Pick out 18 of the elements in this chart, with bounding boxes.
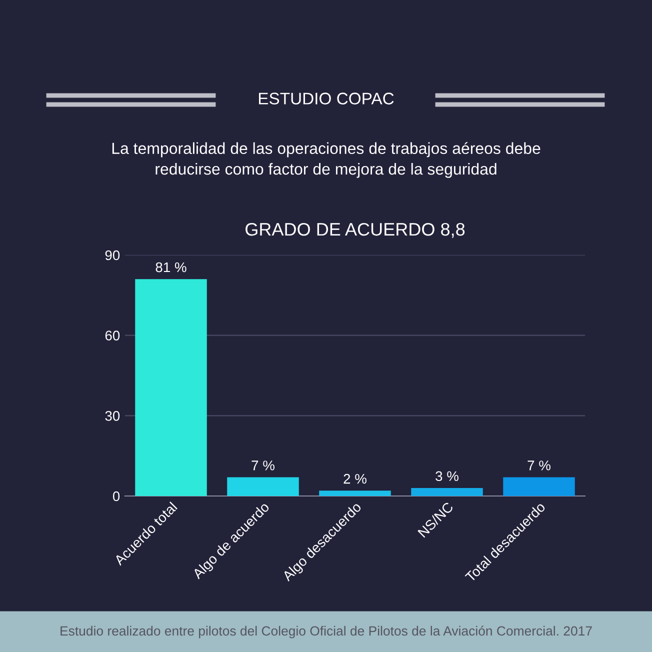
y-tick-label: 30 <box>105 411 120 421</box>
text: Estudio realizado entre pilotos del Colegio Oficial de Pilotos de la Aviación Comercial. 2017 <box>60 626 592 638</box>
data-label: 7 % <box>528 460 550 470</box>
y-tick-label: 0 <box>112 491 120 502</box>
data-label: 81 % <box>156 262 186 272</box>
bar <box>319 490 391 496</box>
bar <box>411 488 483 496</box>
data-label: 2 % <box>344 474 366 484</box>
y-tick-label: 90 <box>105 250 120 260</box>
data-label: 3 % <box>436 471 458 482</box>
data-label: 7 % <box>252 460 274 470</box>
chart-subtitle: La temporalidad de las operaciones de trabajos aéreos debe reducirse como factor de mejora de la seguridad <box>112 142 540 178</box>
text: ESTUDIO COPAC <box>258 92 394 104</box>
bar <box>503 477 575 496</box>
y-tick-label: 60 <box>105 330 120 341</box>
bar <box>135 279 207 496</box>
bar <box>227 477 299 496</box>
chart-title: GRADO DE ACUERDO 8,8 <box>246 222 465 238</box>
